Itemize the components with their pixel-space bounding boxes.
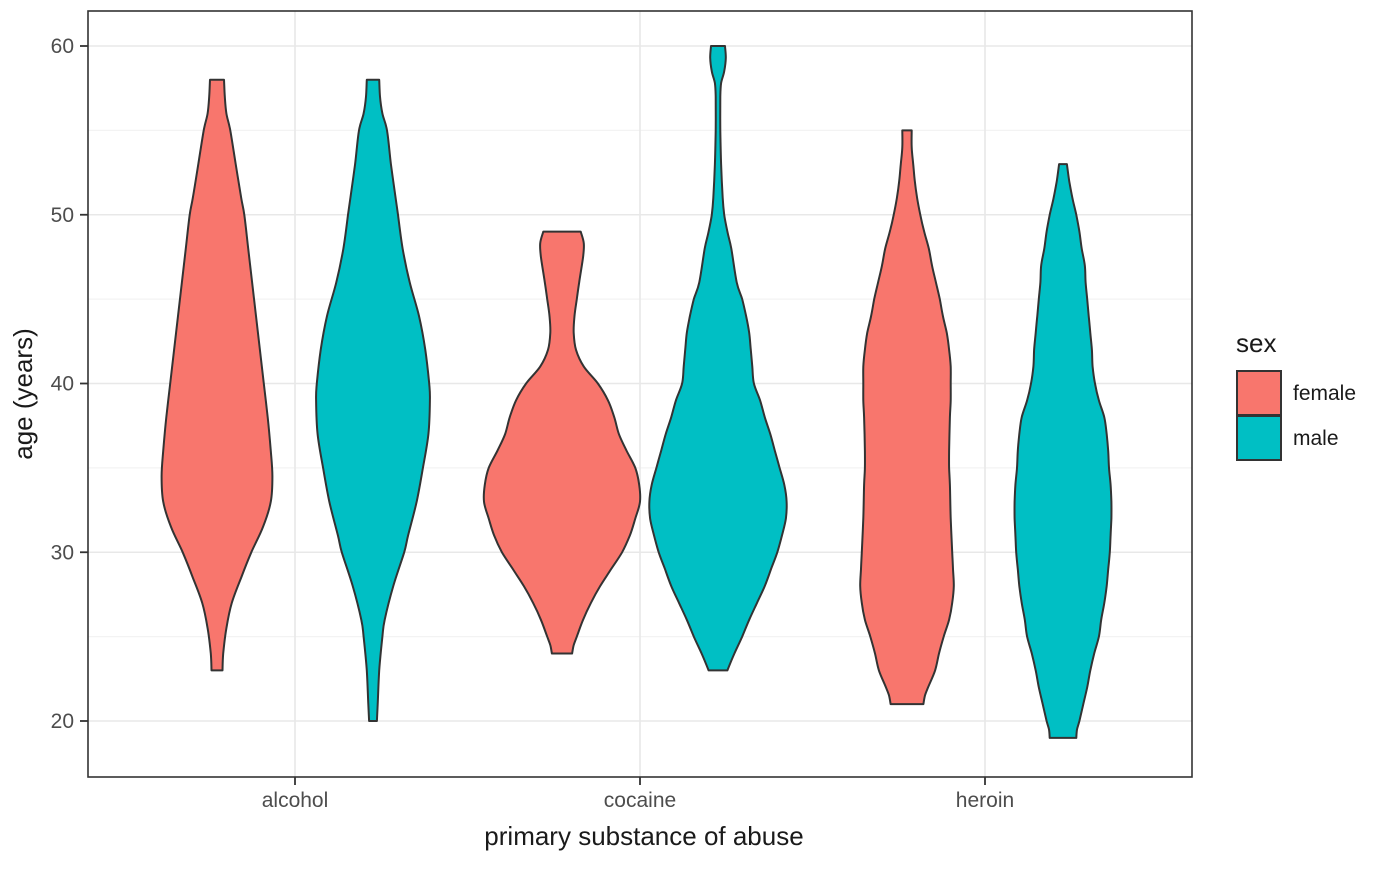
- violin-cocaine-female: [482, 230, 642, 655]
- legend-key-male-swatch: [1236, 415, 1282, 461]
- legend-key-female-swatch: [1236, 370, 1282, 416]
- x-axis-title: primary substance of abuse: [484, 821, 803, 851]
- y-tick-label: 20: [51, 710, 74, 733]
- violin-heroin-female: [859, 129, 955, 706]
- violin-alcohol-female: [160, 78, 274, 672]
- violin-alcohol-male: [315, 78, 431, 722]
- legend-label-male: male: [1293, 427, 1339, 450]
- legend-label-female: female: [1293, 382, 1356, 405]
- x-tick-label: heroin: [956, 789, 1014, 812]
- y-tick-label: 60: [51, 35, 74, 58]
- x-tick-label: alcohol: [262, 789, 329, 812]
- y-axis-title: age (years): [8, 328, 38, 460]
- legend-title: sex: [1236, 328, 1276, 358]
- violin-heroin-male: [1013, 163, 1113, 739]
- y-tick-label: 50: [51, 204, 74, 227]
- y-tick-label: 30: [51, 541, 74, 564]
- violin-cocaine-male: [648, 45, 788, 672]
- x-tick-label: cocaine: [604, 789, 676, 812]
- y-tick-label: 40: [51, 373, 74, 396]
- legend: sex female male: [1236, 328, 1356, 461]
